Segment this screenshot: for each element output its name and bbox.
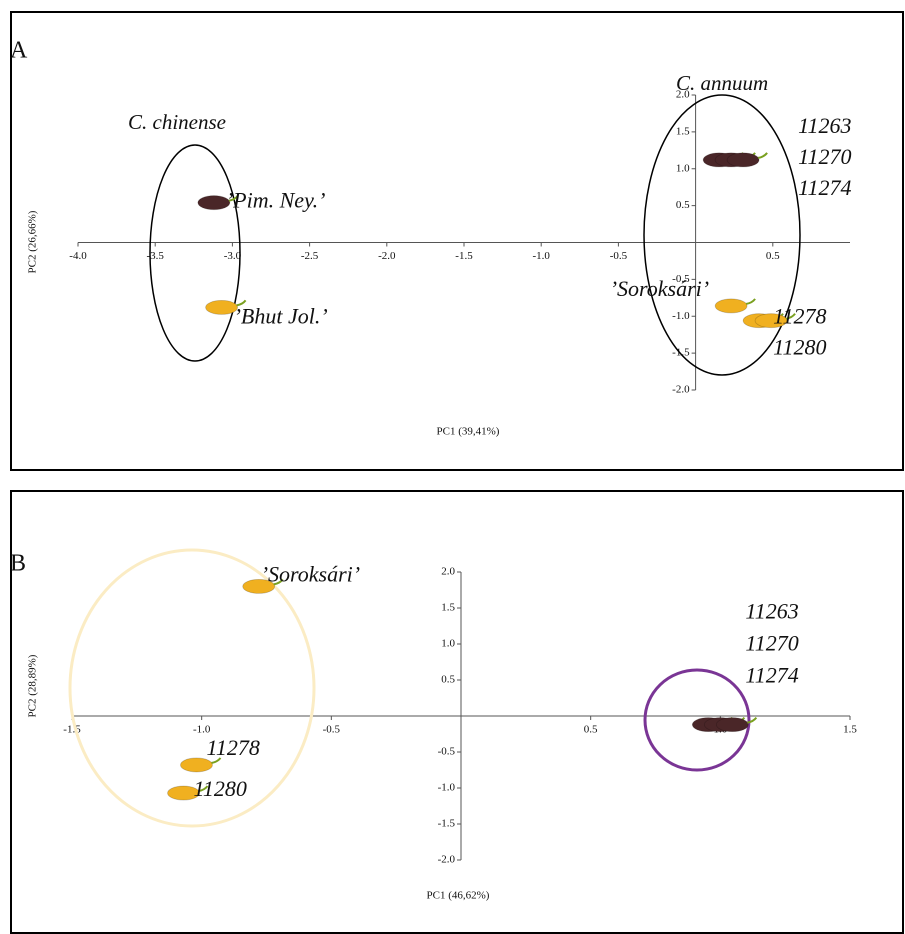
x-tick-label: -1.5 <box>455 250 473 262</box>
point-label: ’Bhut Jol.’ <box>234 303 328 328</box>
panel-frame <box>10 490 904 934</box>
y-axis-title: PC2 (28,89%) <box>27 654 39 717</box>
pepper <box>242 579 276 594</box>
pepper-stem <box>228 195 239 202</box>
pepper <box>715 717 749 733</box>
pepper <box>726 152 760 168</box>
pepper <box>167 785 200 801</box>
pepper-stem <box>785 313 796 320</box>
x-tick-label: -1.5 <box>63 724 81 736</box>
panel-frame <box>10 11 904 471</box>
x-tick-label: 1.5 <box>843 724 857 736</box>
x-tick-label: 0.5 <box>584 724 598 736</box>
pepper <box>180 757 213 773</box>
point-label: ’Soroksári’ <box>261 561 360 586</box>
pepper <box>205 299 238 315</box>
point-label: ’Pim. Ney.’ <box>226 188 326 213</box>
point-label: 11274 <box>745 663 798 688</box>
pepper-stem <box>273 578 284 586</box>
y-tick-label: -0.5 <box>438 746 456 758</box>
group-ellipse <box>643 94 801 376</box>
pepper <box>197 195 231 211</box>
y-tick-label: -0.5 <box>672 273 690 285</box>
y-tick-label: -1.0 <box>672 310 690 322</box>
pepper <box>714 298 748 314</box>
panel-letter: B <box>10 551 26 577</box>
group-label: C. chinense <box>128 110 226 134</box>
point-label: 11263 <box>745 599 798 624</box>
point-label: 11280 <box>773 335 826 360</box>
y-tick-label: 1.5 <box>441 602 455 614</box>
y-tick-label: -2.0 <box>672 384 690 396</box>
pepper-stem <box>236 299 247 307</box>
y-tick-label: 1.5 <box>676 125 690 137</box>
x-tick-label: -0.5 <box>610 250 628 262</box>
group-ellipse <box>643 668 751 772</box>
pepper-stem <box>211 757 222 764</box>
point-label: ’Soroksári’ <box>610 276 709 301</box>
group-ellipse <box>68 548 316 828</box>
y-tick-label: 0.5 <box>441 674 455 686</box>
x-tick-label: -3.5 <box>146 250 164 262</box>
y-tick-label: -2.0 <box>438 854 456 866</box>
point-label: 11270 <box>798 144 851 169</box>
x-tick-label: -1.0 <box>532 250 550 262</box>
x-tick-label: -4.0 <box>69 250 87 262</box>
y-tick-label: 0.5 <box>676 199 690 211</box>
group-label: C. annuum <box>676 71 768 95</box>
x-tick-label: -3.0 <box>224 250 242 262</box>
pepper-stem <box>198 785 209 793</box>
x-tick-label: -2.5 <box>301 250 319 262</box>
y-tick-label: 1.0 <box>676 162 690 174</box>
group-ellipse <box>149 144 241 362</box>
y-axis-title: PC2 (26,66%) <box>27 210 39 273</box>
x-tick-label: 0.5 <box>766 250 780 262</box>
panel-letter: A <box>10 38 28 64</box>
y-tick-label: -1.5 <box>672 347 690 359</box>
pepper-stem <box>747 717 758 724</box>
x-tick-label: -1.0 <box>193 724 211 736</box>
pepper-stem <box>757 152 768 159</box>
y-tick-label: -1.0 <box>438 782 456 794</box>
x-tick-label: -2.0 <box>378 250 396 262</box>
x-axis-title: PC1 (46,62%) <box>427 890 490 902</box>
point-label: 11280 <box>194 776 247 801</box>
point-label: 11278 <box>773 304 826 329</box>
x-axis-title: PC1 (39,41%) <box>437 426 500 438</box>
pepper <box>754 313 788 329</box>
y-tick-label: 2.0 <box>441 566 455 578</box>
point-label: 11263 <box>798 113 851 138</box>
y-tick-label: 1.0 <box>441 638 455 650</box>
pepper-stem <box>745 298 756 305</box>
point-label: 11270 <box>745 631 798 656</box>
y-tick-label: -1.5 <box>438 818 456 830</box>
point-label: 11278 <box>206 735 259 760</box>
x-tick-label: -0.5 <box>323 724 341 736</box>
point-label: 11274 <box>798 175 851 200</box>
y-tick-label: 2.0 <box>676 89 690 101</box>
